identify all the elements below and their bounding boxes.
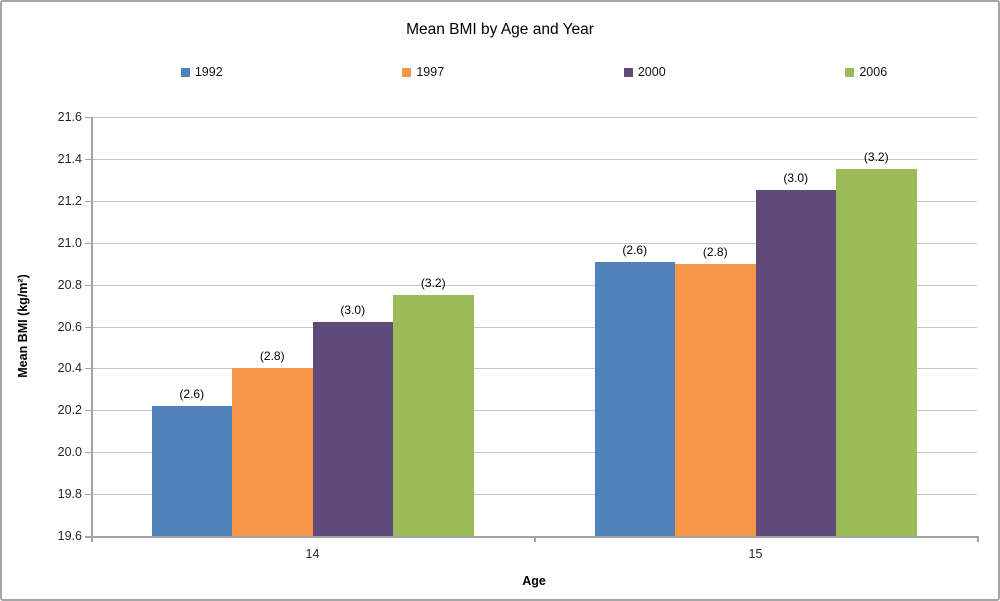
- y-tick-mark: [85, 117, 91, 118]
- legend-label: 2006: [859, 65, 888, 79]
- bar-data-label: (2.8): [259, 349, 285, 364]
- y-tick-mark: [85, 242, 91, 244]
- gridline: [91, 452, 977, 454]
- bar-2006-age-15: [836, 169, 917, 536]
- x-tick-mark: [91, 536, 93, 542]
- legend-swatch-icon: [623, 67, 633, 77]
- y-tick-label: 20.4: [57, 361, 82, 376]
- y-tick-label: 20.6: [57, 319, 82, 334]
- y-tick-mark: [85, 368, 91, 370]
- y-tick-mark: [85, 284, 91, 286]
- legend-label: 2000: [637, 65, 666, 79]
- legend-label: 1992: [194, 65, 223, 79]
- x-tick-mark: [534, 536, 536, 542]
- y-tick-label: 19.8: [57, 487, 82, 502]
- y-tick-label: 19.6: [57, 529, 82, 543]
- bar-1992-age-15: [594, 261, 675, 536]
- bar-1992-age-14: [151, 406, 232, 536]
- y-axis-title: Mean BMI (kg/m²): [16, 274, 30, 378]
- y-tick-label: 20.2: [57, 403, 82, 418]
- bar-data-label: (2.6): [179, 387, 205, 402]
- x-tick-mark: [977, 536, 979, 542]
- y-tick-mark: [85, 494, 91, 496]
- gridline: [91, 158, 977, 160]
- gridline: [91, 410, 977, 412]
- legend-swatch-icon: [845, 67, 855, 77]
- y-tick-mark: [85, 410, 91, 412]
- x-category-label: 15: [748, 547, 763, 561]
- x-axis-title: Age: [522, 574, 546, 588]
- legend-item-2000: 2000: [534, 63, 756, 81]
- legend-label: 1997: [416, 65, 445, 79]
- gridline: [91, 368, 977, 370]
- bar-2000-age-15: [755, 190, 836, 536]
- legend-item-1997: 1997: [313, 63, 535, 81]
- y-tick-label: 21.6: [57, 110, 82, 124]
- legend-swatch-icon: [402, 67, 412, 77]
- legend-item-2006: 2006: [756, 63, 978, 81]
- y-tick-label: 20.8: [57, 277, 82, 292]
- legend: 1992 1997 2000 2006: [91, 63, 977, 81]
- legend-swatch-icon: [180, 67, 190, 77]
- y-tick-mark: [85, 200, 91, 202]
- gridline: [91, 494, 977, 496]
- y-tick-label: 21.0: [57, 235, 82, 250]
- bar-data-label: (2.8): [702, 244, 728, 259]
- y-axis-line: [91, 117, 93, 536]
- y-tick-mark: [85, 158, 91, 160]
- y-tick-mark: [85, 452, 91, 454]
- x-axis-line: [85, 536, 977, 538]
- gridline: [91, 284, 977, 286]
- bar-2000-age-14: [312, 322, 393, 536]
- bar-2006-age-14: [393, 295, 474, 536]
- gridline: [91, 117, 977, 118]
- chart-title: Mean BMI by Age and Year: [406, 21, 594, 38]
- y-tick-label: 20.0: [57, 445, 82, 460]
- bar-1997-age-15: [675, 263, 756, 536]
- y-tick-label: 21.2: [57, 193, 82, 208]
- bar-data-label: (3.0): [783, 171, 809, 186]
- gridline: [91, 326, 977, 328]
- y-tick-label: 21.4: [57, 151, 82, 166]
- bar-1997-age-14: [232, 368, 313, 536]
- legend-item-1992: 1992: [91, 63, 313, 81]
- bar-data-label: (3.2): [420, 276, 446, 291]
- bar-data-label: (3.2): [863, 150, 889, 165]
- gridline: [91, 242, 977, 244]
- gridline: [91, 200, 977, 202]
- x-category-label: 14: [305, 547, 320, 561]
- y-tick-mark: [85, 326, 91, 328]
- bar-data-label: (3.0): [340, 303, 366, 318]
- bar-data-label: (2.6): [622, 242, 648, 257]
